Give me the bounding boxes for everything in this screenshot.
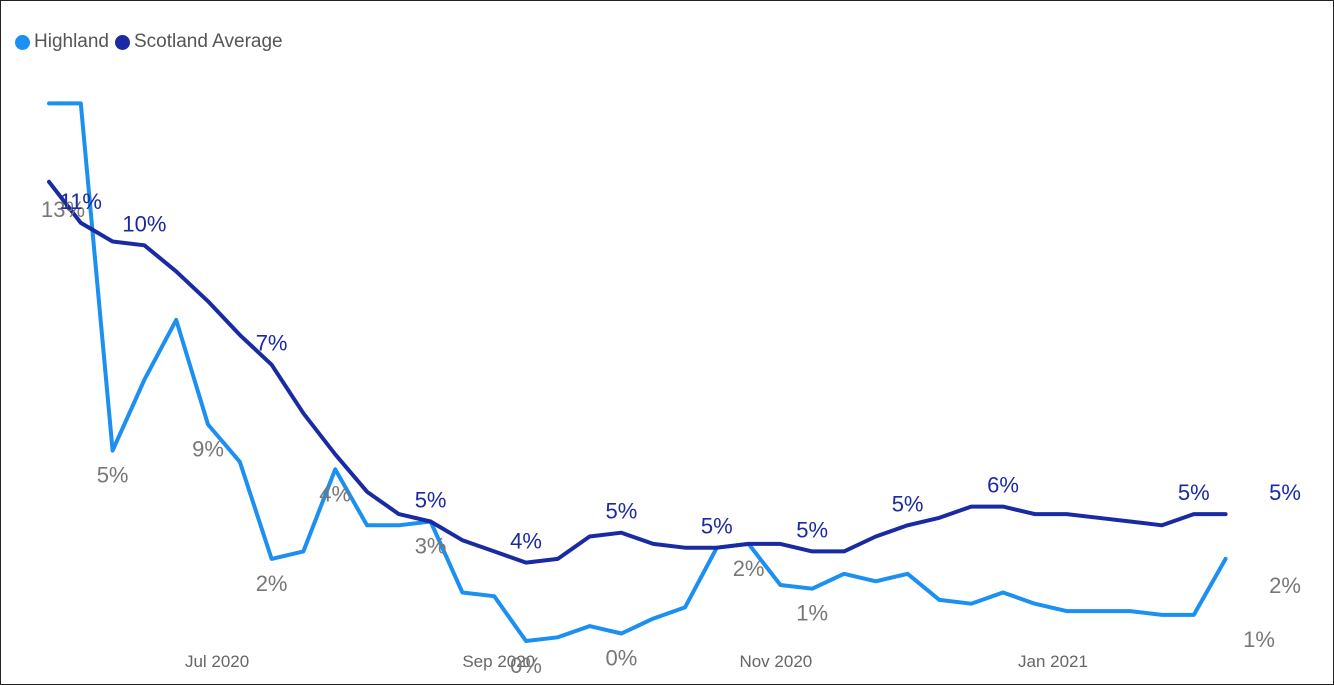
legend-label-highland: Highland — [34, 31, 109, 52]
data-label-highland: 9% — [192, 437, 224, 462]
legend-item-scotland-average[interactable]: Scotland Average — [115, 31, 283, 53]
data-label-scotland-average: 5% — [1178, 480, 1210, 505]
data-label-scotland-average: 4% — [510, 529, 542, 554]
x-tick-label: Nov 2020 — [739, 652, 812, 671]
legend: Highland Scotland Average — [15, 31, 289, 53]
legend-label-scotland-average: Scotland Average — [134, 31, 283, 52]
legend-item-highland[interactable]: Highland — [15, 31, 109, 53]
data-label-highland: 1% — [796, 601, 828, 626]
data-label-scotland-average: 10% — [122, 211, 166, 236]
x-tick-label: Sep 2020 — [462, 652, 535, 671]
series-line-highland[interactable] — [47, 101, 1228, 643]
data-label-highland: 0% — [510, 653, 542, 678]
data-label-highland: 2% — [733, 556, 765, 581]
data-label-scotland-average: 5% — [415, 488, 447, 513]
series-line-scotland-average[interactable] — [47, 179, 1228, 565]
data-label-highland: 4% — [319, 481, 351, 506]
x-tick-label: Jan 2021 — [1018, 652, 1088, 671]
data-label-scotland-average: 11% — [60, 189, 102, 214]
data-label-highland: 0% — [606, 646, 638, 671]
data-label-scotland-average: 5% — [892, 491, 924, 516]
data-label-scotland-average: 5% — [796, 517, 828, 542]
legend-marker-scotland-average — [115, 34, 130, 50]
data-label-highland: 2% — [256, 571, 288, 596]
data-label-highland: 2% — [1269, 573, 1301, 598]
data-label-highland: 13% — [41, 197, 85, 222]
legend-marker-highland — [15, 34, 30, 50]
data-label-scotland-average: 6% — [987, 473, 1019, 498]
data-label-highland: 5% — [97, 463, 129, 488]
data-label-scotland-average: 5% — [701, 514, 733, 539]
data-label-scotland-average: 5% — [1269, 480, 1301, 505]
data-label-highland: 1% — [1243, 627, 1275, 652]
data-label-scotland-average: 7% — [256, 331, 288, 356]
x-tick-label: Jul 2020 — [185, 652, 249, 671]
data-label-scotland-average: 5% — [606, 499, 638, 524]
data-label-highland: 3% — [415, 534, 447, 559]
